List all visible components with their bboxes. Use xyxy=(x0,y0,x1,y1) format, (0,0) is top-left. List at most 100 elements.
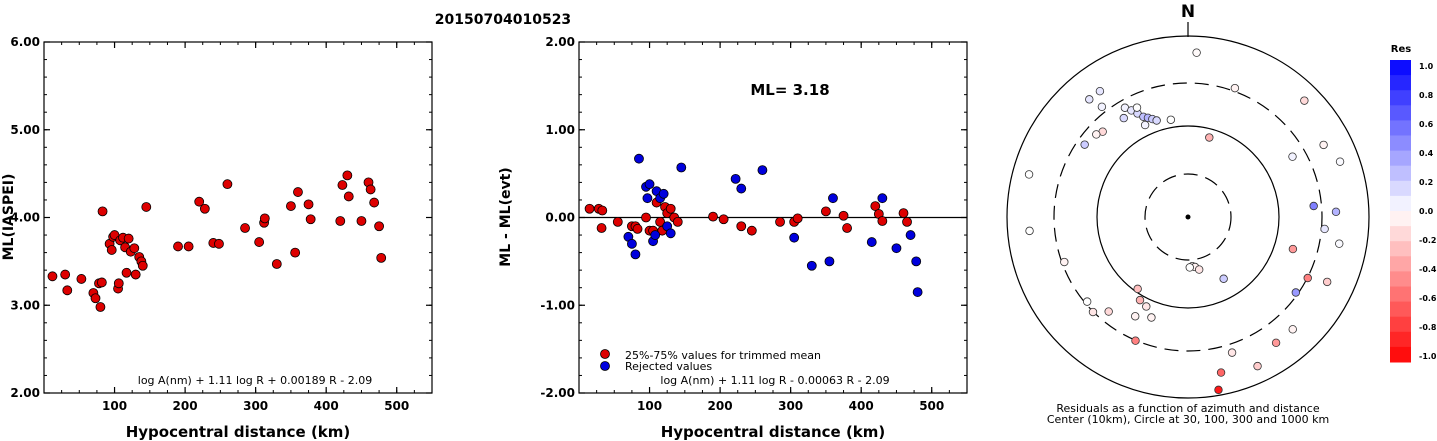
data-point xyxy=(806,260,817,271)
data-point xyxy=(183,241,194,252)
data-point xyxy=(630,249,641,260)
x-tick-label: 100 xyxy=(637,399,662,413)
y-tick-label: -2.00 xyxy=(540,386,575,400)
x-tick-label: 100 xyxy=(102,399,127,413)
station-marker xyxy=(1335,157,1345,166)
y-tick-label: 2.00 xyxy=(545,35,575,49)
colorbar-cell xyxy=(1390,331,1411,348)
residual-x-axis-label: Hypocentral distance (km) xyxy=(661,423,886,441)
data-point xyxy=(789,232,800,243)
data-point xyxy=(95,302,106,312)
data-point xyxy=(736,221,747,232)
station-marker xyxy=(1092,130,1101,139)
data-point xyxy=(356,216,367,226)
station-marker xyxy=(1192,48,1201,57)
x-tick-label: 400 xyxy=(849,399,874,413)
data-point xyxy=(757,165,768,176)
data-point xyxy=(141,202,152,212)
station-marker xyxy=(1335,239,1344,248)
data-point xyxy=(792,213,803,224)
data-point xyxy=(634,153,644,164)
station-marker xyxy=(1205,133,1214,142)
x-tick-label: 400 xyxy=(314,399,339,413)
station-marker xyxy=(1185,263,1194,272)
data-point xyxy=(271,259,282,269)
colorbar-cell xyxy=(1390,195,1411,212)
station-marker xyxy=(1082,297,1092,306)
ring-30km xyxy=(1144,173,1232,261)
y-tick-label: -1.00 xyxy=(540,298,575,312)
ml-formula: log A(nm) + 1.11 log R + 0.00189 R - 2.0… xyxy=(138,374,372,387)
station-marker xyxy=(1133,284,1142,294)
north-label: N xyxy=(1181,2,1195,22)
data-point xyxy=(214,238,224,249)
data-point xyxy=(129,243,140,254)
ml-y-axis-label: ML(IASPEI) xyxy=(1,174,17,261)
station-marker xyxy=(1142,302,1151,311)
residual-colorbar: Res 1.0 0.8 0.6 0.4 0.2 0.0 -0.2 -0.4 -0.6 -0.8 -1… xyxy=(1390,44,1437,363)
station-marker xyxy=(1152,116,1161,125)
y-tick-label: 1.00 xyxy=(545,123,575,137)
data-point xyxy=(106,245,117,255)
data-point xyxy=(62,285,73,296)
epicenter-marker xyxy=(1185,214,1191,220)
data-point xyxy=(290,247,301,258)
colorbar-cell xyxy=(1390,256,1411,272)
data-point xyxy=(597,205,608,216)
data-point xyxy=(658,188,669,199)
colorbar-cell xyxy=(1390,90,1411,106)
data-point xyxy=(665,203,676,214)
legend-marker-trimmed xyxy=(600,349,610,359)
data-point xyxy=(775,216,785,227)
x-tick-label: 300 xyxy=(778,399,803,413)
data-point xyxy=(824,256,835,267)
data-point xyxy=(746,225,757,236)
data-point xyxy=(137,260,148,271)
y-tick-label: 6.00 xyxy=(10,35,40,49)
station-marker xyxy=(1319,140,1328,150)
data-point xyxy=(676,162,687,173)
polar-caption-line1: Residuals as a function of azimuth and d… xyxy=(1056,402,1319,415)
ring-100km xyxy=(1096,125,1280,309)
station-marker xyxy=(1080,140,1089,149)
data-point xyxy=(902,216,912,227)
data-point xyxy=(911,256,922,267)
colorbar-cell xyxy=(1390,105,1411,121)
colorbar-cell xyxy=(1390,346,1411,363)
x-tick-label: 200 xyxy=(708,399,733,413)
data-point xyxy=(305,214,316,225)
station-marker xyxy=(1253,361,1262,371)
data-point xyxy=(708,211,718,222)
colorbar-tick-label: -0.8 xyxy=(1419,323,1437,332)
data-point xyxy=(76,274,87,284)
ml-event-value: ML= 3.18 xyxy=(750,81,829,99)
y-tick-label: 5.00 xyxy=(10,123,40,137)
station-marker xyxy=(1135,295,1145,305)
colorbar-cell xyxy=(1390,286,1411,303)
colorbar-tick-label: -0.4 xyxy=(1419,265,1437,274)
colorbar-cell xyxy=(1390,226,1411,242)
data-point xyxy=(877,216,888,226)
event-id-title: 20150704010523 xyxy=(435,12,571,28)
station-marker xyxy=(1300,96,1309,105)
data-point xyxy=(665,228,676,239)
data-point xyxy=(374,221,384,232)
colorbar-cell xyxy=(1390,60,1411,76)
data-point xyxy=(730,173,741,184)
data-point xyxy=(644,179,655,190)
data-point xyxy=(173,241,183,252)
residual-vs-distance-panel: 100 200 300 400 500 -2.00 -1.00 0.00 1.00 2.00 ML… xyxy=(498,35,968,441)
data-point xyxy=(596,223,607,233)
y-tick-label: 2.00 xyxy=(10,386,40,400)
ml-vs-distance-panel: 100 200 300 400 500 2.00 3.00 4.00 5.00 6.00 log … xyxy=(1,35,433,441)
data-point xyxy=(838,210,849,221)
data-point xyxy=(891,243,902,254)
data-point xyxy=(821,206,831,217)
data-point xyxy=(842,223,852,233)
colorbar-cell xyxy=(1390,271,1411,287)
station-marker xyxy=(1320,224,1329,234)
colorbar-cell xyxy=(1390,241,1411,257)
colorbar-tick-label: -1.0 xyxy=(1419,352,1437,361)
data-point xyxy=(369,197,380,208)
